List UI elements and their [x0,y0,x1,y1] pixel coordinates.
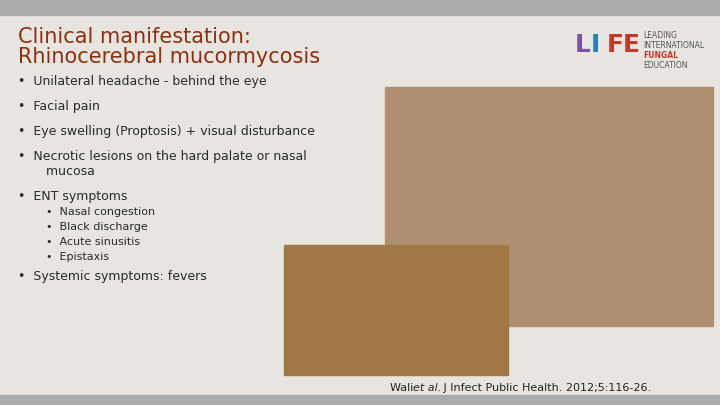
Text: •  Necrotic lesions on the hard palate or nasal
       mucosa: • Necrotic lesions on the hard palate or… [18,150,307,178]
Text: EDUCATION: EDUCATION [643,61,688,70]
Text: •  Black discharge: • Black discharge [46,222,148,232]
Text: Wali: Wali [390,383,417,393]
Text: •  Epistaxis: • Epistaxis [46,252,109,262]
Text: LEADING: LEADING [643,31,677,40]
Bar [0,0,720,15]
Text: Rhinocerebral mucormycosis: Rhinocerebral mucormycosis [18,47,320,67]
Text: F: F [607,33,624,57]
Text: et al.: et al. [413,383,441,393]
Text: Clinical manifestation:: Clinical manifestation: [18,27,251,47]
Bar [385,87,713,326]
Text: •  ENT symptoms: • ENT symptoms [18,190,127,203]
Text: •  Acute sinusitis: • Acute sinusitis [46,237,140,247]
Bar [284,245,508,375]
Text: L: L [575,33,591,57]
Bar [0,395,720,405]
Text: •  Eye swelling (Proptosis) + visual disturbance: • Eye swelling (Proptosis) + visual dist… [18,125,315,138]
Text: •  Nasal congestion: • Nasal congestion [46,207,155,217]
Text: INTERNATIONAL: INTERNATIONAL [643,41,704,50]
Text: •  Systemic symptoms: fevers: • Systemic symptoms: fevers [18,270,207,283]
Text: J Infect Public Health. 2012;5:116-26.: J Infect Public Health. 2012;5:116-26. [440,383,651,393]
Text: FUNGAL: FUNGAL [643,51,678,60]
Text: I: I [591,33,600,57]
Text: E: E [623,33,640,57]
Text: •  Unilateral headache - behind the eye: • Unilateral headache - behind the eye [18,75,266,88]
Text: •  Facial pain: • Facial pain [18,100,100,113]
